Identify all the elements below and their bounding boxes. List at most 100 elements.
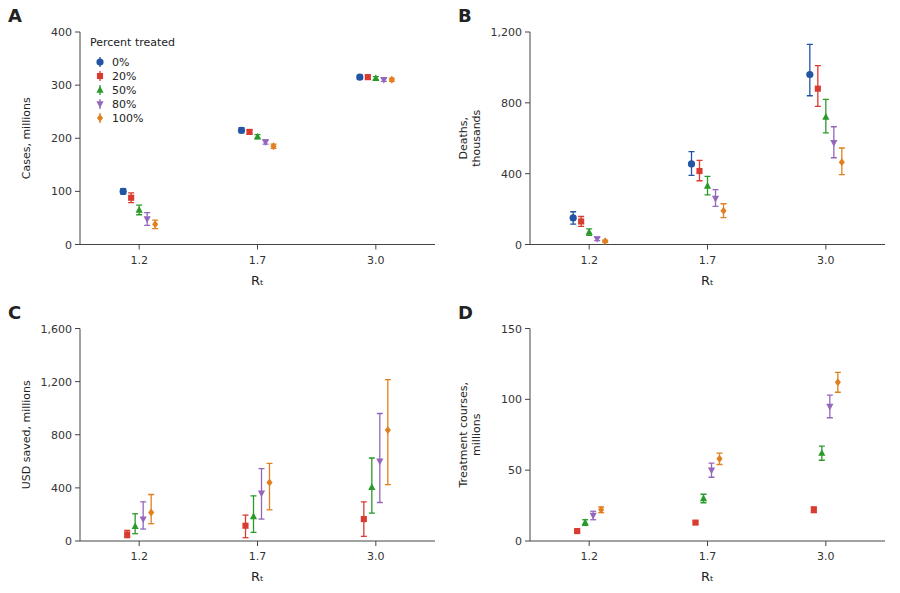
x-tick: [707, 541, 708, 546]
y-tick: [75, 244, 80, 245]
error-bar-cap: [823, 99, 829, 100]
y-tick: [75, 32, 80, 33]
error-bar-cap: [709, 477, 715, 478]
y-tick: [75, 381, 80, 382]
x-axis-line: [80, 244, 435, 245]
point: [246, 129, 252, 135]
y-axis-label: Treatment courses,millions: [457, 382, 483, 488]
legend-marker: [96, 101, 103, 108]
legend-marker: [96, 58, 103, 65]
panel-label: C: [8, 302, 21, 323]
point: [578, 218, 584, 224]
error-bar-cap: [136, 205, 142, 206]
legend-title: Percent treated: [90, 36, 175, 49]
point: [144, 216, 151, 223]
y-tick: [525, 32, 530, 33]
y-axis-label: Deaths,thousands: [457, 109, 483, 166]
y-tick-label: 1,200: [41, 376, 73, 389]
plot-area: [574, 372, 841, 534]
error-bar-cap: [578, 226, 584, 227]
error-bar-cap: [148, 494, 154, 495]
point: [590, 513, 597, 520]
error-bar-cap: [140, 501, 146, 502]
error-bar: [819, 446, 825, 460]
error-bar-cap: [369, 512, 375, 513]
error-bar-cap: [259, 468, 265, 469]
y-tick-label: 1,200: [491, 26, 523, 39]
x-tick-label: 1.2: [130, 254, 148, 267]
error-bar: [267, 463, 273, 509]
error-bar: [385, 380, 391, 485]
error-bar: [140, 502, 146, 529]
legend-marker: [97, 73, 103, 79]
point: [602, 237, 608, 244]
x-tick: [257, 245, 258, 250]
legend-entry: 50%: [112, 84, 136, 97]
point: [124, 531, 130, 537]
error-bar-cap: [570, 211, 576, 212]
y-tick: [525, 244, 530, 245]
point: [818, 449, 825, 456]
legend-marker: [96, 86, 103, 93]
y-tick: [75, 434, 80, 435]
y-tick-label: 400: [501, 168, 522, 181]
point: [372, 74, 379, 81]
y-tick: [75, 138, 80, 139]
point: [356, 74, 363, 81]
point: [704, 182, 711, 189]
error-bar-cap: [697, 180, 703, 181]
x-tick-label: 3.0: [817, 550, 835, 563]
panel: C04008001,2001,6001.21.73.0RₜUSD saved, …: [8, 302, 435, 585]
y-axis-line: [530, 329, 531, 542]
error-bar-line: [379, 414, 380, 503]
x-axis-label: Rₜ: [701, 569, 714, 584]
y-axis-label-line: Treatment courses,: [457, 382, 470, 488]
point: [136, 206, 143, 213]
y-axis-label-line: thousands: [470, 109, 483, 166]
error-bar-cap: [251, 495, 257, 496]
legend: Percent treated0%20%50%80%100%: [90, 36, 175, 125]
point: [696, 168, 702, 174]
plot-area: [124, 380, 391, 538]
y-axis-label-line: millions: [470, 413, 483, 456]
error-bar-cap: [713, 189, 719, 190]
error-bar: [570, 212, 576, 224]
error-bar-cap: [586, 235, 592, 236]
error-bar-cap: [713, 206, 719, 207]
error-bar-cap: [717, 453, 723, 454]
y-tick-label: 300: [51, 79, 72, 92]
y-tick: [75, 328, 80, 329]
point: [720, 207, 726, 215]
x-tick-label: 1.7: [249, 550, 267, 563]
point: [368, 483, 375, 490]
x-tick-label: 1.2: [580, 550, 598, 563]
error-bar-cap: [132, 533, 138, 534]
y-tick: [525, 470, 530, 471]
error-bar-cap: [831, 126, 837, 127]
error-bar-cap: [839, 147, 845, 148]
x-tick-label: 1.7: [699, 254, 717, 267]
y-tick: [75, 487, 80, 488]
error-bar-cap: [823, 132, 829, 133]
x-tick-label: 3.0: [817, 254, 835, 267]
error-bar-cap: [128, 202, 134, 203]
error-bar-cap: [835, 372, 841, 373]
error-bar-cap: [259, 518, 265, 519]
point: [700, 495, 707, 502]
error-bar: [251, 496, 257, 533]
x-tick-label: 1.2: [580, 254, 598, 267]
point: [826, 404, 833, 411]
error-bar-cap: [689, 175, 695, 176]
y-axis-line: [530, 32, 531, 245]
point: [132, 522, 139, 529]
point: [598, 506, 604, 514]
error-bar-cap: [361, 536, 367, 537]
y-tick-label: 0: [515, 535, 522, 548]
background: [0, 0, 900, 593]
error-bar: [697, 160, 703, 180]
error-bar: [247, 130, 253, 134]
error-bar-cap: [701, 502, 707, 503]
error-bar-cap: [831, 157, 837, 158]
error-bar-cap: [251, 532, 257, 533]
point: [266, 479, 272, 487]
